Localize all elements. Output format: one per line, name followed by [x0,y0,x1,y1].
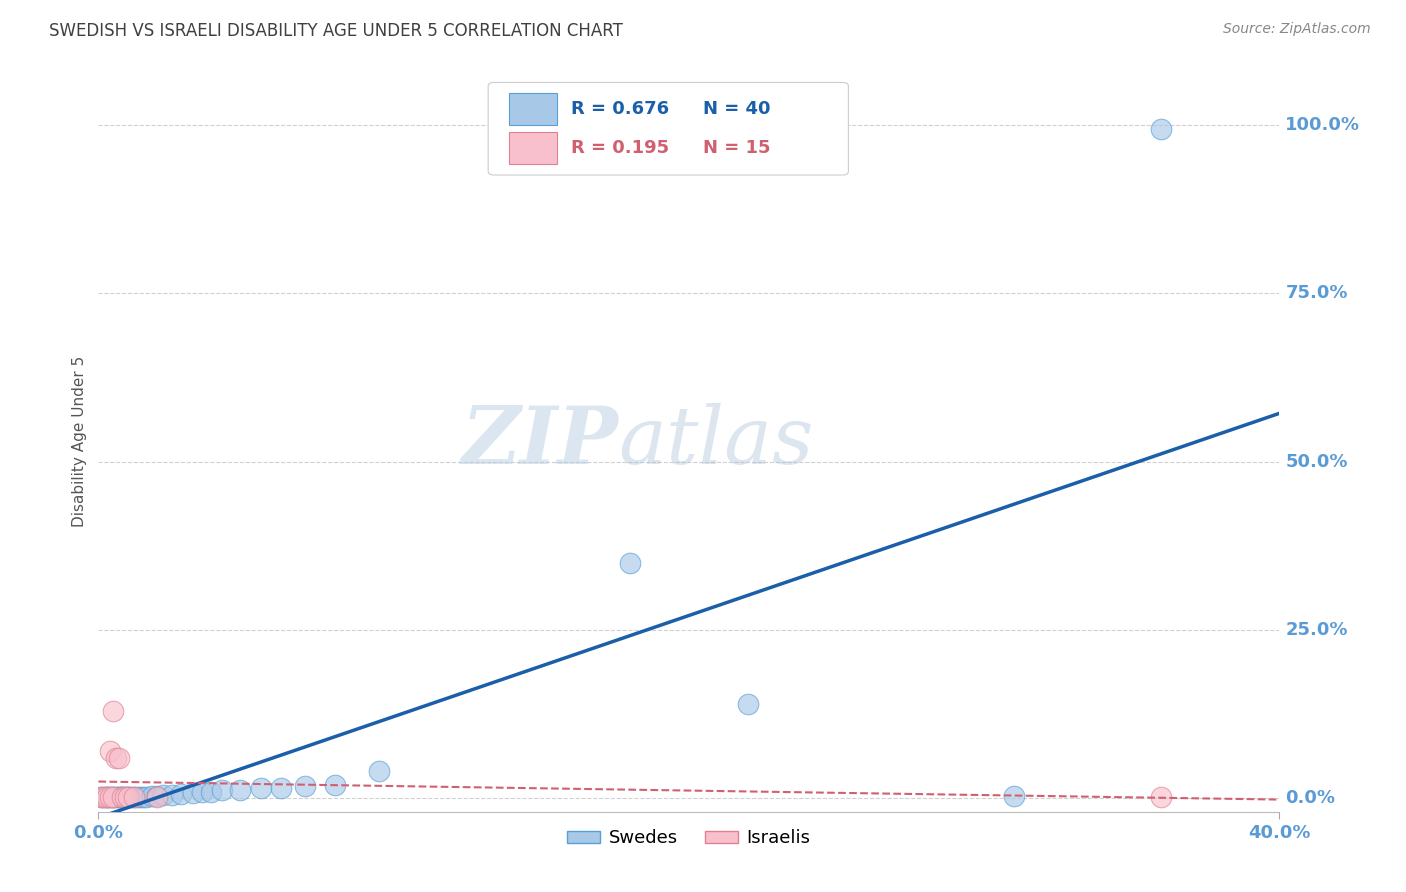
Point [146,789,169,804]
Text: N = 15: N = 15 [703,139,770,157]
Point [141,789,163,804]
Text: 25.0%: 25.0% [1285,621,1348,639]
Text: R = 0.676: R = 0.676 [571,100,669,118]
Point [103,789,125,804]
FancyBboxPatch shape [509,94,557,125]
Point [108,751,131,765]
Point [103,704,125,718]
Point [114,789,136,804]
Point [90,789,112,804]
Point [170,787,193,801]
Text: 100.0%: 100.0% [1285,116,1361,134]
Legend: Swedes, Israelis: Swedes, Israelis [560,822,818,855]
Point [1002,789,1025,804]
Point [270,781,292,796]
Point [135,789,157,804]
Point [96,789,118,804]
Point [105,751,128,765]
Point [117,789,139,804]
Point [98,744,121,758]
Point [114,789,136,804]
Text: 50.0%: 50.0% [1285,453,1348,471]
Point [93,789,115,804]
Text: SWEDISH VS ISRAELI DISABILITY AGE UNDER 5 CORRELATION CHART: SWEDISH VS ISRAELI DISABILITY AGE UNDER … [49,22,623,40]
Point [98,789,121,804]
Point [128,789,150,804]
Point [122,789,145,804]
Point [111,789,134,804]
Point [191,784,214,798]
Point [98,789,121,804]
Text: 75.0%: 75.0% [1285,285,1348,302]
Point [96,789,118,804]
Point [120,789,142,804]
Point [294,779,316,793]
Point [103,789,125,804]
Point [200,784,222,798]
Point [90,789,112,804]
Text: Source: ZipAtlas.com: Source: ZipAtlas.com [1223,22,1371,37]
Point [152,788,174,802]
Point [146,789,169,804]
Point [737,697,759,711]
Point [250,781,273,796]
Point [1150,789,1173,804]
Point [619,556,641,570]
Text: N = 40: N = 40 [703,100,770,118]
Point [117,789,139,804]
Point [162,788,183,802]
Point [108,789,131,804]
Point [111,789,134,804]
Point [93,789,115,804]
Point [132,789,155,804]
Point [108,789,131,804]
Point [103,789,125,804]
Point [181,786,204,800]
Point [229,782,252,797]
Point [122,789,145,804]
FancyBboxPatch shape [509,132,557,164]
Y-axis label: Disability Age Under 5: Disability Age Under 5 [72,356,87,527]
Text: 0.0%: 0.0% [1285,789,1336,807]
Point [111,789,134,804]
Text: atlas: atlas [619,403,814,480]
FancyBboxPatch shape [488,82,848,175]
Text: ZIP: ZIP [461,403,619,480]
Point [96,789,118,804]
Point [323,778,346,792]
Text: R = 0.195: R = 0.195 [571,139,669,157]
Point [105,789,128,804]
Point [1150,121,1173,136]
Point [125,789,148,804]
Point [117,789,139,804]
Point [368,764,391,779]
Point [211,783,233,797]
